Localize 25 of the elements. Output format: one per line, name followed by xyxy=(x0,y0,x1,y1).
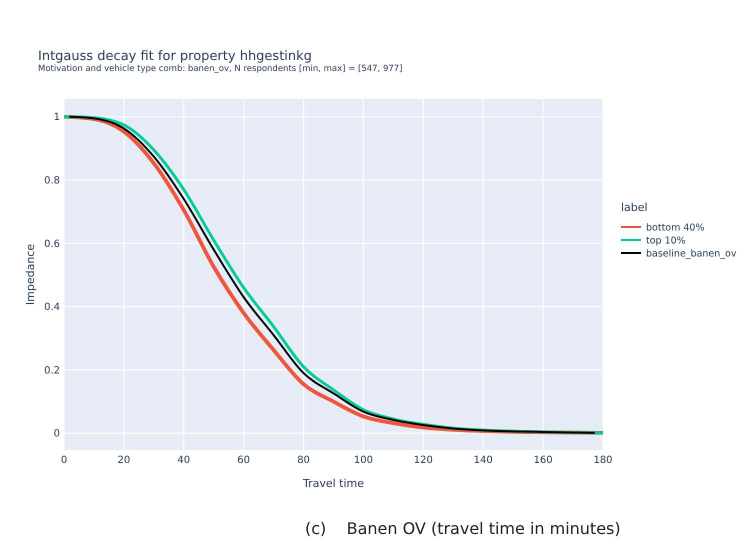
y-tick-label: 0.6 xyxy=(44,238,60,250)
chart-subtitle: Motivation and vehicle type comb: banen_ov, N respondents [min, max] = [547, 977] xyxy=(38,64,402,74)
x-tick-label: 140 xyxy=(474,455,493,466)
x-tick-label: 60 xyxy=(237,455,250,466)
y-tick-label: 1 xyxy=(54,112,60,124)
x-axis-title: Travel time xyxy=(302,477,364,490)
legend-title: label xyxy=(621,201,648,214)
y-tick-label: 0.2 xyxy=(44,365,60,376)
x-tick-label: 180 xyxy=(593,455,613,466)
y-tick-label: 0.8 xyxy=(44,176,60,187)
x-tick-label: 40 xyxy=(177,455,190,466)
y-tick-label: 0 xyxy=(54,428,60,440)
text: (c) Banen OV (travel time in minutes) xyxy=(305,519,621,538)
x-tick-label: 120 xyxy=(414,455,433,466)
chart-title: Intgauss decay fit for property hhgestinkg xyxy=(38,49,312,64)
x-tick-label: 0 xyxy=(60,455,68,466)
y-axis-title: Impedance xyxy=(24,244,37,306)
x-tick-label: 80 xyxy=(297,455,310,466)
legend-label: baseline_banen_ov xyxy=(646,248,737,260)
legend-label: bottom 40% xyxy=(646,222,704,234)
legend-label: top 10% xyxy=(646,236,686,246)
x-tick-label: 20 xyxy=(118,455,130,466)
y-tick-label: 0.4 xyxy=(44,302,60,314)
x-tick-label: 160 xyxy=(534,455,553,466)
x-tick-label: 100 xyxy=(354,455,373,466)
